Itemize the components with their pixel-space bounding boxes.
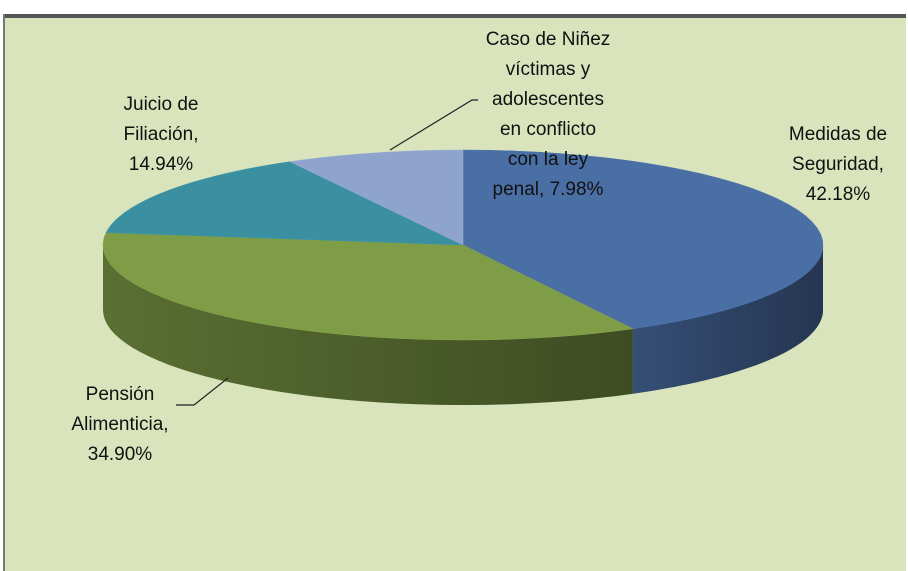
slice: [102, 232, 634, 341]
side-shade: [632, 245, 823, 394]
left-border: [3, 14, 5, 571]
slice: [105, 161, 464, 246]
side-shade: [103, 245, 633, 405]
slice: [462, 149, 824, 330]
leader-line: [176, 377, 229, 406]
slice: [289, 149, 464, 246]
data-label: Caso de Niñez víctimas y adolescentes en co…: [486, 29, 611, 200]
data-label: Juicio de Filiación, 14.94%: [124, 94, 199, 175]
leader-line: [389, 99, 478, 151]
top-border: [3, 14, 906, 18]
data-label: Medidas de Seguridad, 42.18%: [789, 124, 887, 205]
data-label: Pensión Alimenticia, 34.90%: [71, 384, 168, 465]
